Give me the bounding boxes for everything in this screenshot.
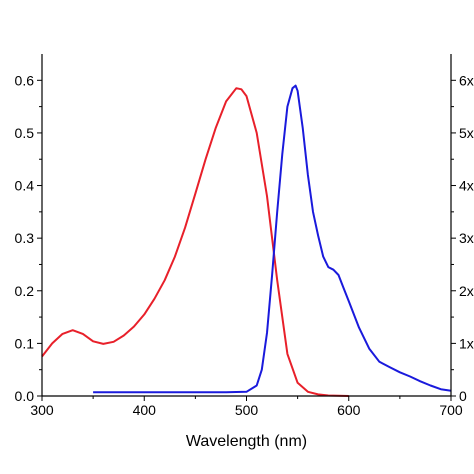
x-tick-label: 500 xyxy=(235,402,259,418)
y2-tick-label: 6x xyxy=(459,72,474,88)
y2-tick-label: 3x xyxy=(459,230,474,246)
y-tick-label: 0.5 xyxy=(15,125,35,141)
y2-tick-label: 5x xyxy=(459,125,474,141)
x-tick-label: 700 xyxy=(439,402,463,418)
tick-labels: 300 400 500 600 700 0.0 0.1 0.2 0.3 0.4 0.5 0.6 0 1x 2… xyxy=(15,72,474,418)
y-tick-label: 0.1 xyxy=(15,335,35,351)
series-line-2 xyxy=(93,84,452,394)
y-tick-label: 0.6 xyxy=(15,72,35,88)
x-axis-title: Wavelength (nm) xyxy=(186,433,307,450)
series-line-1 xyxy=(41,87,349,397)
axes xyxy=(37,54,456,401)
plot-area xyxy=(41,84,452,397)
x-tick-label: 600 xyxy=(337,402,361,418)
x-tick-label: 400 xyxy=(133,402,157,418)
y2-tick-label: 4x xyxy=(459,178,474,194)
y2-tick-label: 0 xyxy=(459,388,467,404)
y2-tick-label: 1x xyxy=(459,335,474,351)
y2-tick-label: 2x xyxy=(459,283,474,299)
y-tick-label: 0.2 xyxy=(15,283,35,299)
y-tick-label: 0.3 xyxy=(15,230,35,246)
y-tick-label: 0.0 xyxy=(15,388,35,404)
x-tick-label: 300 xyxy=(30,402,54,418)
y-tick-label: 0.4 xyxy=(15,178,35,194)
